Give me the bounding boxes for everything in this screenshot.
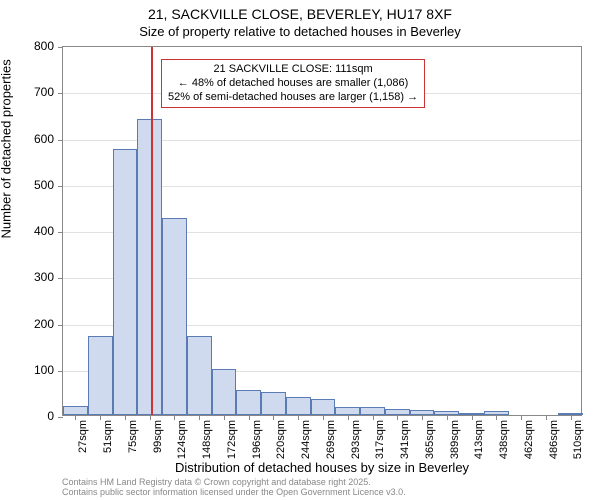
footer-line2: Contains public sector information licen… (62, 488, 406, 498)
x-tick-label: 413sqm (474, 420, 486, 459)
annotation-box: 21 SACKVILLE CLOSE: 111sqm ← 48% of deta… (161, 59, 425, 108)
histogram-bar (88, 336, 113, 415)
histogram-bar (162, 218, 187, 415)
x-tick-label: 75sqm (127, 420, 139, 453)
y-tick-label: 800 (34, 39, 54, 53)
y-tick-label: 500 (34, 178, 54, 192)
histogram-bar (286, 397, 311, 416)
y-tick-label: 0 (47, 409, 54, 423)
x-tick-label: 27sqm (77, 420, 89, 453)
x-tick-label: 341sqm (399, 420, 411, 459)
histogram-bar (261, 392, 286, 415)
y-axis-labels: 0100200300400500600700800 (0, 46, 58, 416)
x-tick-label: 510sqm (573, 420, 585, 459)
histogram-bar (360, 407, 385, 415)
x-tick-label: 148sqm (201, 420, 213, 459)
chart-title-line1: 21, SACKVILLE CLOSE, BEVERLEY, HU17 8XF (0, 6, 600, 22)
plot-area: 21 SACKVILLE CLOSE: 111sqm ← 48% of deta… (62, 46, 582, 416)
x-axis-title: Distribution of detached houses by size … (62, 460, 582, 475)
y-tick-label: 100 (34, 363, 54, 377)
histogram-bar (187, 336, 212, 415)
annotation-line2: ← 48% of detached houses are smaller (1,… (168, 77, 418, 91)
x-tick-label: 317sqm (375, 420, 387, 459)
chart-container: 21, SACKVILLE CLOSE, BEVERLEY, HU17 8XF … (0, 0, 600, 500)
histogram-bar (236, 390, 261, 415)
x-tick-label: 365sqm (424, 420, 436, 459)
annotation-line1: 21 SACKVILLE CLOSE: 111sqm (168, 63, 418, 77)
histogram-bar (63, 406, 88, 415)
annotation-line3: 52% of semi-detached houses are larger (… (168, 91, 418, 105)
histogram-bar (212, 369, 237, 415)
x-tick-label: 462sqm (523, 420, 535, 459)
x-tick-label: 486sqm (548, 420, 560, 459)
y-tick-label: 300 (34, 270, 54, 284)
x-tick-label: 220sqm (275, 420, 287, 459)
y-tick (58, 47, 63, 48)
histogram-bar (311, 399, 336, 415)
y-tick-label: 700 (34, 85, 54, 99)
x-tick-label: 438sqm (498, 420, 510, 459)
x-tick-label: 99sqm (152, 420, 164, 453)
x-tick-label: 244sqm (300, 420, 312, 459)
x-tick-label: 389sqm (449, 420, 461, 459)
y-tick-label: 400 (34, 224, 54, 238)
x-tick-label: 293sqm (350, 420, 362, 459)
x-axis-labels: 27sqm 51sqm 75sqm 99sqm 124sqm 148sqm 172sqm 19… (62, 416, 582, 466)
y-tick-label: 600 (34, 132, 54, 146)
footer-attribution: Contains HM Land Registry data © Crown c… (62, 478, 406, 498)
histogram-bar (113, 149, 138, 415)
x-tick-label: 196sqm (251, 420, 263, 459)
y-tick-label: 200 (34, 317, 54, 331)
property-marker-line (151, 47, 153, 415)
chart-title-line2: Size of property relative to detached ho… (0, 24, 600, 39)
x-tick-label: 124sqm (176, 420, 188, 459)
x-tick-label: 51sqm (102, 420, 114, 453)
histogram-bar (137, 119, 162, 415)
histogram-bar (335, 407, 360, 415)
x-tick-label: 269sqm (325, 420, 337, 459)
x-tick-label: 172sqm (226, 420, 238, 459)
